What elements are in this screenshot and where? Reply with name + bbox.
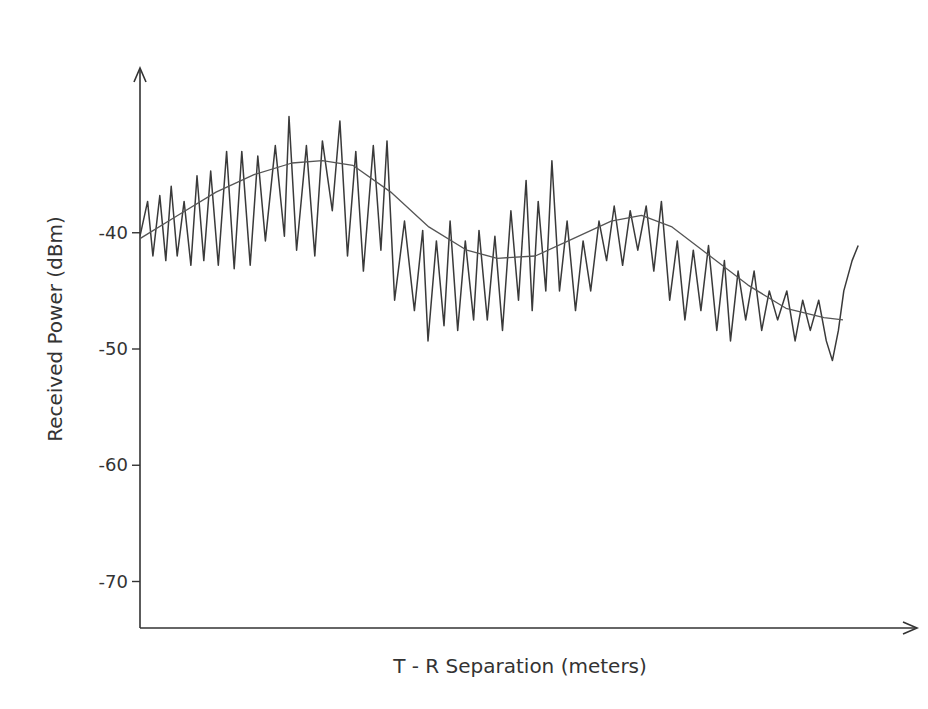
fast-fading-line	[140, 117, 858, 361]
x-axis	[140, 627, 915, 629]
y-tick-label: -70	[99, 571, 128, 592]
y-arrow	[134, 68, 146, 82]
x-axis-title: T - R Separation (meters)	[392, 654, 647, 678]
axes: -40 -50 -60 -70	[99, 68, 917, 634]
y-axis-title: Received Power (dBm)	[43, 216, 67, 442]
y-tick	[132, 581, 140, 582]
y-tick-label: -40	[99, 222, 128, 243]
y-tick	[132, 465, 140, 466]
y-tick-label: -50	[99, 338, 128, 359]
y-tick-label: -60	[99, 454, 128, 475]
y-tick	[132, 232, 140, 233]
plot-area	[140, 117, 858, 361]
y-tick	[132, 348, 140, 349]
x-arrow	[903, 622, 917, 634]
local-mean-line	[140, 161, 843, 320]
chart: -40 -50 -60 -70 Received Power (dBm) T - R Se…	[0, 0, 928, 709]
